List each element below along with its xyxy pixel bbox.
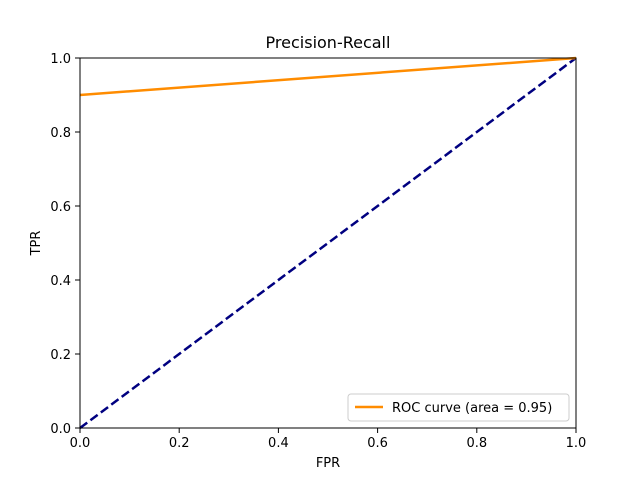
diagonal-reference-line (79, 56, 577, 430)
y-tick-label: 0.8 (50, 126, 71, 141)
x-tick-label: 0.2 (169, 436, 190, 451)
y-axis-ticks: 0.0 0.2 0.4 0.6 0.8 1.0 (50, 52, 80, 437)
x-axis-label: FPR (316, 456, 340, 471)
plot-frame (79, 57, 577, 429)
series-layer (79, 56, 577, 430)
y-tick-label: 0.4 (50, 274, 71, 289)
x-tick-label: 0.0 (70, 436, 91, 451)
x-tick-label: 0.4 (268, 436, 289, 451)
chart-title: Precision-Recall (266, 33, 391, 52)
y-tick-label: 0.0 (50, 422, 71, 437)
roc-curve-line (79, 56, 577, 97)
x-tick-label: 0.8 (466, 436, 487, 451)
x-tick-label: 1.0 (566, 436, 587, 451)
legend-box (347, 393, 570, 422)
plot-area (79, 56, 577, 430)
legend: ROC curve (area = 0.95) (347, 393, 570, 422)
legend-label-roc: ROC curve (area = 0.95) (392, 401, 552, 416)
y-tick-label: 0.2 (50, 348, 71, 363)
y-axis-label: TPR (29, 231, 44, 257)
x-axis-ticks: 0.0 0.2 0.4 0.6 0.8 1.0 (70, 428, 587, 451)
y-tick-label: 1.0 (50, 52, 71, 67)
x-tick-label: 0.6 (367, 436, 388, 451)
y-tick-label: 0.6 (50, 200, 71, 215)
